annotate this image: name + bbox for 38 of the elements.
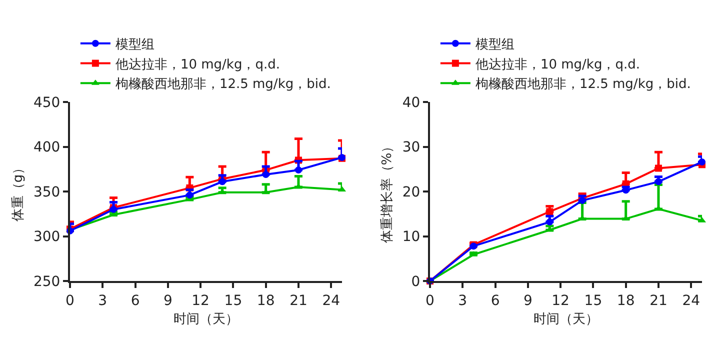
x-tick-label: 3 [98, 292, 108, 309]
x-tick-label: 21 [290, 292, 308, 309]
y-tick-label: 20 [402, 184, 420, 200]
legend-label: 他达拉非，10 mg/kg，q.d. [115, 57, 280, 72]
x-tick-label: 15 [584, 292, 602, 309]
legend-label: 枸橼酸西地那非，12.5 mg/kg，bid. [115, 77, 331, 92]
y-axis-title: 体重增长率（%） [378, 140, 395, 244]
x-axis-title: 时间（天） [534, 312, 598, 327]
x-tick-label: 24 [682, 292, 700, 309]
y-tick-label: 40 [402, 94, 420, 111]
x-tick-label: 18 [256, 292, 275, 309]
y-tick-label: 10 [402, 229, 420, 246]
y-tick-label: 250 [33, 274, 60, 290]
x-tick-label: 0 [66, 292, 74, 309]
legend-label: 枸橼酸西地那非，12.5 mg/kg，bid. [475, 77, 691, 92]
x-tick-label: 15 [224, 292, 242, 309]
legend-label: 模型组 [475, 37, 514, 52]
y-tick-label: 300 [33, 229, 60, 246]
x-tick-label: 12 [192, 292, 210, 309]
legend-label: 他达拉非，10 mg/kg，q.d. [475, 57, 640, 72]
y-tick-label: 0 [411, 274, 420, 290]
x-tick-label: 9 [163, 292, 172, 309]
x-tick-label: 12 [552, 292, 570, 309]
y-tick-label: 450 [33, 94, 60, 111]
x-tick-label: 21 [650, 292, 668, 309]
y-tick-label: 350 [33, 184, 60, 200]
y-axis-title: 体重（g） [10, 161, 26, 222]
y-tick-label: 400 [33, 140, 60, 156]
x-tick-label: 6 [490, 292, 500, 309]
y-tick-label: 30 [402, 140, 420, 156]
x-tick-label: 9 [523, 292, 532, 309]
legend-label: 模型组 [115, 37, 154, 52]
x-tick-label: 18 [616, 292, 635, 309]
x-tick-label: 6 [130, 292, 140, 309]
x-tick-label: 24 [322, 292, 340, 309]
x-axis-title: 时间（天） [174, 312, 238, 327]
x-tick-label: 0 [426, 292, 434, 309]
x-tick-label: 3 [458, 292, 468, 309]
